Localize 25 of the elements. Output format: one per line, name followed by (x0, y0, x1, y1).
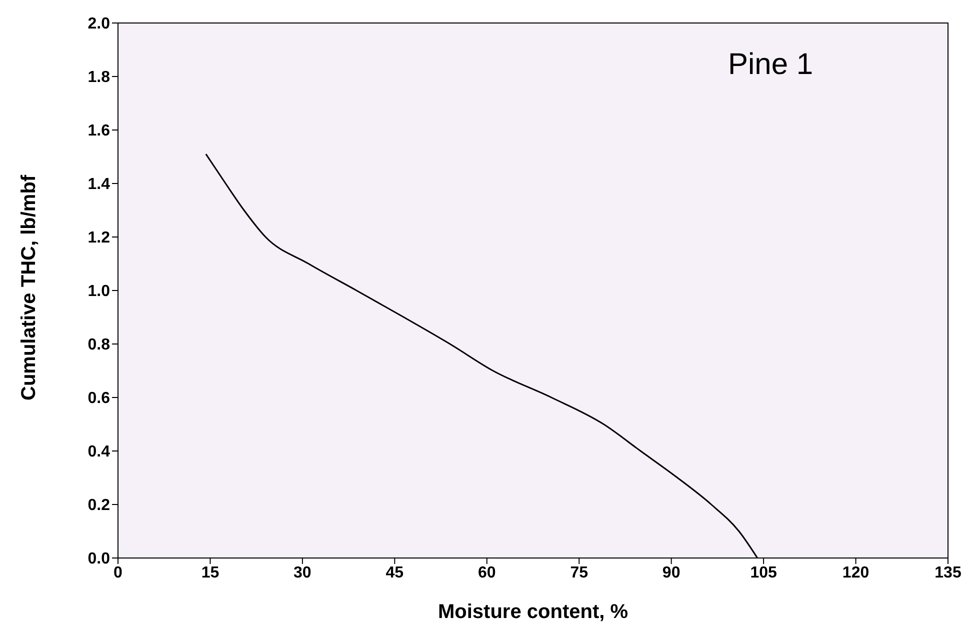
x-tick-label: 30 (294, 564, 312, 582)
x-tick-label: 75 (570, 564, 588, 582)
x-tick-label: 15 (201, 564, 220, 582)
x-tick-label: 45 (386, 564, 404, 582)
x-tick-label: 90 (662, 564, 680, 582)
y-tick-label: 1.0 (88, 283, 110, 300)
x-tick-label: 120 (842, 564, 870, 582)
y-tick-label: 0.6 (88, 390, 110, 408)
y-tick-label: 0.8 (88, 336, 110, 354)
x-axis-title: Moisture content, % (438, 601, 628, 623)
line-series (205, 153, 758, 558)
x-tick-label: 105 (750, 564, 777, 582)
y-tick-label: 1.4 (88, 176, 110, 194)
x-tick-label: 0 (114, 564, 123, 582)
x-tick-label: 60 (478, 564, 496, 582)
y-tick-label: 1.8 (88, 69, 110, 86)
y-tick-label: 0.2 (88, 497, 110, 514)
y-tick-label: 0.0 (88, 550, 110, 568)
y-axis-title: Cumulative THC, lb/mbf (18, 174, 40, 400)
y-tick-label: 1.2 (88, 230, 110, 247)
text: Pine 1 (728, 48, 814, 82)
x-tick-label: 135 (934, 564, 962, 582)
y-tick-label: 0.4 (88, 444, 110, 461)
y-tick-label: 1.6 (88, 122, 110, 140)
y-tick-label: 2.0 (88, 16, 110, 33)
